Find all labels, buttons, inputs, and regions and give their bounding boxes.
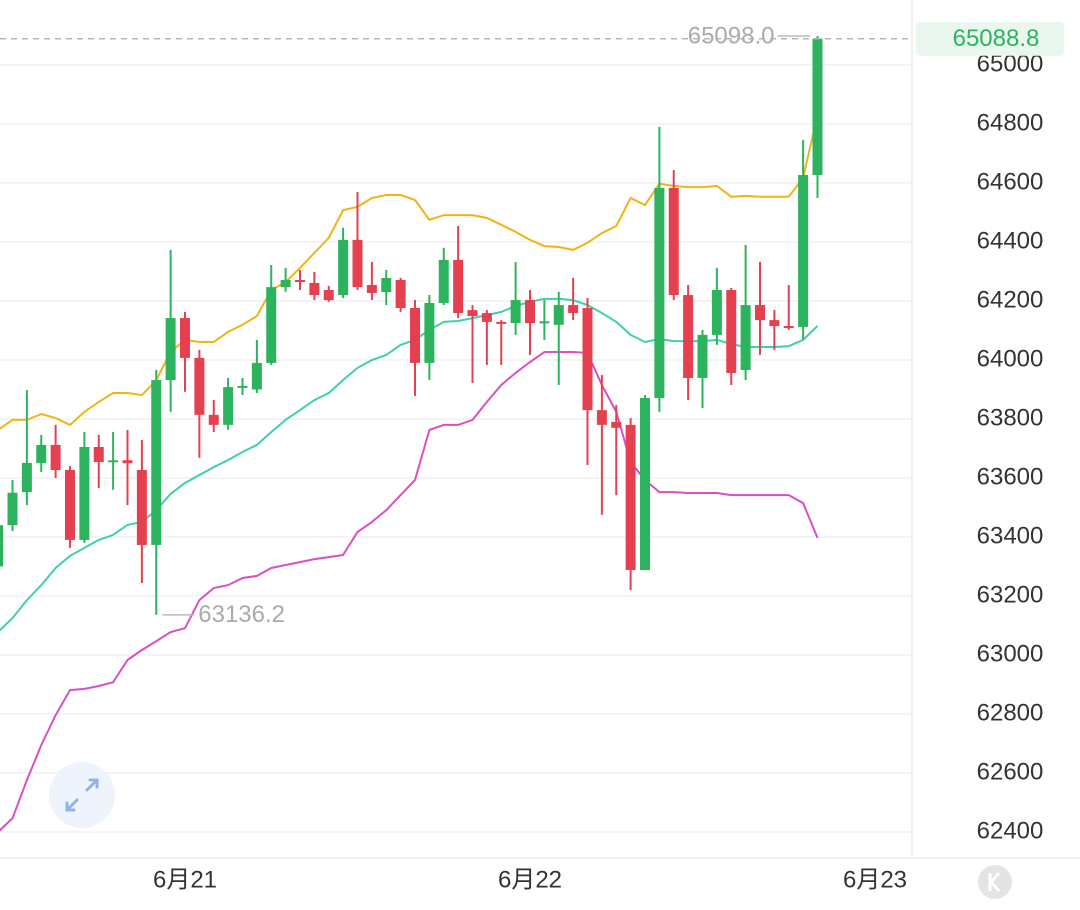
- x-tick-label: 6月23: [843, 866, 907, 893]
- candle-body: [381, 277, 392, 293]
- k-icon: [988, 872, 1001, 892]
- candle-body: [640, 398, 650, 571]
- candle-body: [453, 259, 464, 314]
- candle-body: [539, 321, 550, 324]
- y-tick-label: 64400: [977, 227, 1044, 254]
- indicator-line: [0, 114, 819, 430]
- x-tick-label: 6月21: [153, 866, 217, 893]
- candle-body: [36, 444, 47, 463]
- candle-body: [323, 290, 334, 301]
- candle-body: [798, 174, 809, 327]
- candle-body: [496, 321, 507, 324]
- candle-body: [21, 462, 32, 493]
- candle-body: [223, 387, 234, 425]
- expand-icon: [65, 778, 99, 812]
- y-tick-label: 64000: [977, 345, 1044, 372]
- expand-button-bg: [49, 762, 115, 828]
- candle-body: [136, 470, 147, 545]
- candle-body: [395, 280, 406, 309]
- candle-body: [769, 320, 780, 327]
- candle-body: [50, 444, 61, 471]
- candle-body: [510, 300, 521, 324]
- candle-body: [625, 424, 636, 571]
- candle-body: [467, 310, 478, 316]
- candle-body: [65, 470, 75, 540]
- candle-body: [295, 280, 305, 283]
- candle-body: [251, 362, 262, 390]
- candle-body: [611, 421, 622, 428]
- y-tick-label: 64600: [977, 168, 1044, 195]
- last-price-box: [916, 21, 1064, 56]
- candle-body: [266, 287, 277, 363]
- candle-body: [7, 492, 18, 526]
- candle-body: [338, 239, 349, 296]
- last-price-label: 65088.8: [953, 25, 1040, 52]
- candle-body: [783, 326, 794, 329]
- candle-body: [424, 303, 435, 363]
- candle-body: [755, 305, 765, 321]
- k-button[interactable]: [978, 865, 1012, 899]
- y-tick-label: 62800: [977, 699, 1044, 726]
- candle-body: [280, 280, 291, 288]
- y-tick-label: 63800: [977, 404, 1044, 431]
- candle-body: [481, 313, 492, 322]
- y-tick-label: 63000: [977, 640, 1044, 667]
- candle-body: [352, 239, 363, 288]
- indicator-line: [0, 297, 819, 632]
- candle-body: [525, 300, 535, 324]
- candle-body: [726, 290, 737, 373]
- candle-body: [180, 318, 190, 358]
- candle-body: [366, 285, 377, 293]
- candle-body: [553, 305, 564, 325]
- candle-body: [697, 334, 708, 378]
- expand-button[interactable]: [49, 762, 115, 828]
- candle-body: [438, 259, 449, 304]
- y-tick-label: 62600: [977, 758, 1044, 785]
- candle-body: [93, 446, 104, 463]
- candle-body: [79, 446, 90, 540]
- high-label: 65098.0: [688, 22, 775, 49]
- candle-body: [151, 380, 162, 545]
- y-tick-label: 63600: [977, 463, 1044, 490]
- candles: [0, 35, 823, 615]
- candle-body: [165, 318, 176, 381]
- k-button-bg: [978, 865, 1012, 899]
- candle-body: [812, 38, 823, 175]
- indicator-line: [0, 351, 819, 832]
- candle-body: [309, 282, 320, 296]
- candle-body: [0, 525, 4, 567]
- candle-body: [568, 305, 579, 314]
- candle-body: [237, 385, 248, 388]
- candle-body: [410, 308, 420, 363]
- y-tick-label: 64200: [977, 286, 1044, 313]
- candle-body: [208, 414, 219, 425]
- candle-body: [711, 290, 722, 335]
- y-tick-label: 62400: [977, 817, 1044, 844]
- candle-body: [596, 410, 607, 425]
- y-tick-label: 63400: [977, 522, 1044, 549]
- indicator-lines: [0, 114, 819, 832]
- y-tick-label: 64800: [977, 109, 1044, 136]
- candle-body: [194, 357, 205, 415]
- candle-body: [122, 460, 133, 464]
- x-tick-label: 6月22: [498, 866, 562, 893]
- candle-body: [582, 308, 593, 411]
- labels: 62400 62600 62800 63000 63200 63400 63600 63800…: [0, 21, 1064, 893]
- candle-body: [668, 187, 679, 296]
- y-tick-label: 63200: [977, 581, 1044, 608]
- candle-body: [683, 295, 694, 378]
- candle-body: [740, 305, 751, 370]
- candle-body: [108, 460, 119, 463]
- candle-body: [654, 187, 665, 399]
- low-label: 63136.2: [198, 601, 285, 628]
